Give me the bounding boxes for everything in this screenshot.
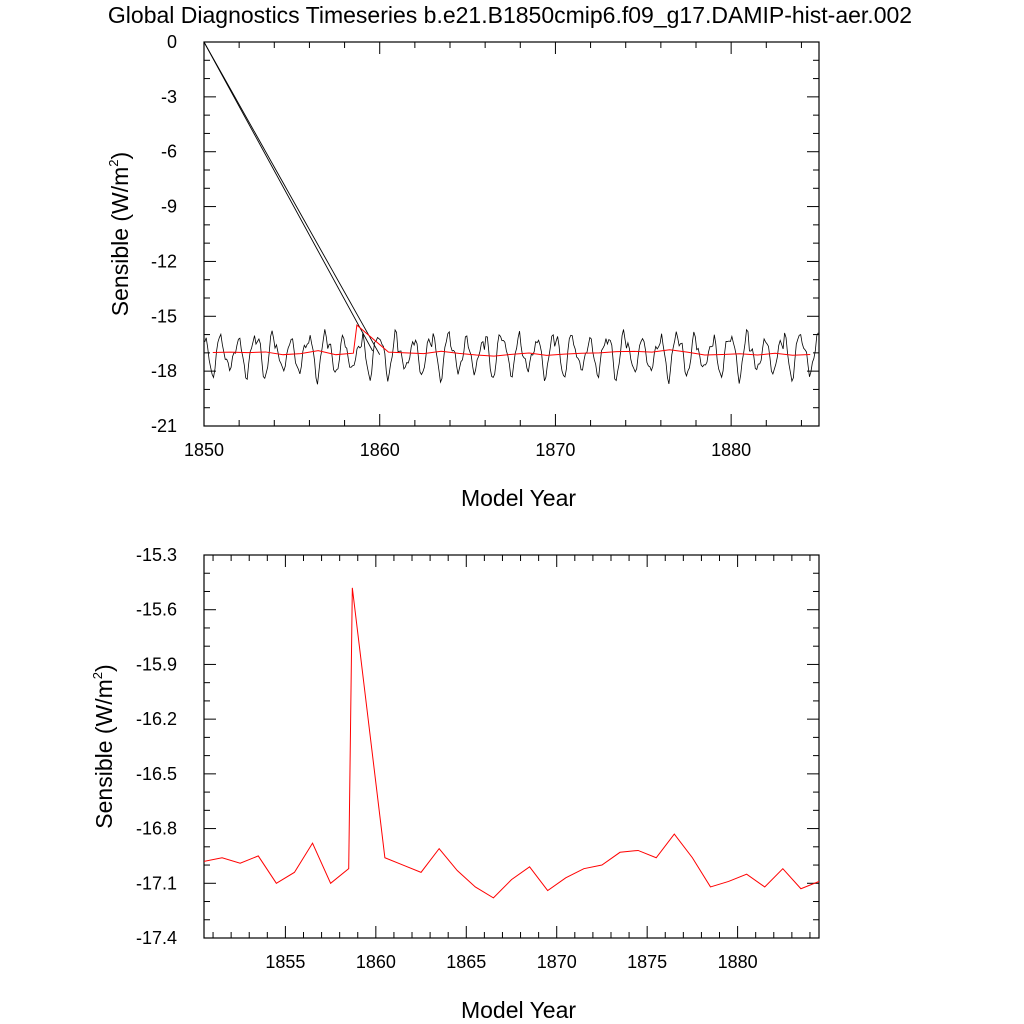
y-axis-label: Sensible (W/m2)	[106, 152, 133, 316]
top-plot: 1850 1860 1870 1880 0 -3 -6 -9 -12 -15 -18 -21 Model…	[106, 32, 820, 511]
monthly-spurious-line	[204, 42, 381, 355]
x-tick-label: 1870	[535, 440, 575, 460]
y-tick-label: -16.8	[136, 819, 177, 839]
x-tick-label: 1860	[356, 952, 396, 972]
y-tick-label: -18	[151, 361, 177, 381]
y-axis-label: Sensible (W/m2)	[90, 664, 117, 828]
y-tick-label: -16.5	[136, 764, 177, 784]
y-tick-label: -6	[161, 142, 177, 162]
y-tick-label: -15.3	[136, 545, 177, 565]
x-tick-label: 1880	[718, 952, 758, 972]
bottom-plot: 1855 1860 1865 1870 1875 1880 -15.3 -15.6 -15.9 -…	[90, 545, 820, 1023]
plot-frame	[203, 554, 820, 939]
x-tick-label: 1850	[184, 440, 224, 460]
y-tick-label: -3	[161, 87, 177, 107]
y-tick-label: -15	[151, 306, 177, 326]
y-tick-label: -17.4	[136, 928, 177, 948]
y-tick-label: -21	[151, 416, 177, 436]
x-tick-label: 1870	[537, 952, 577, 972]
monthly-spurious-line	[204, 42, 374, 352]
annual-series-line	[212, 324, 811, 357]
y-tick-label: 0	[167, 32, 177, 52]
x-axis-label: Model Year	[461, 485, 576, 511]
plot-frame	[203, 41, 820, 427]
y-tick-label: -17.1	[136, 873, 177, 893]
x-tick-label: 1875	[627, 952, 667, 972]
chart-title: Global Diagnostics Timeseries b.e21.B185…	[108, 2, 912, 28]
monthly-series-line	[204, 328, 819, 385]
x-axis-label: Model Year	[461, 997, 576, 1023]
x-tick-label: 1880	[711, 440, 751, 460]
y-tick-label: -16.2	[136, 709, 177, 729]
y-tick-label: -9	[161, 197, 177, 217]
annual-series-line	[204, 587, 819, 899]
y-tick-label: -15.6	[136, 600, 177, 620]
x-tick-label: 1855	[265, 952, 305, 972]
x-tick-label: 1865	[446, 952, 486, 972]
y-tick-label: -12	[151, 251, 177, 271]
x-tick-label: 1860	[360, 440, 400, 460]
y-tick-label: -15.9	[136, 654, 177, 674]
